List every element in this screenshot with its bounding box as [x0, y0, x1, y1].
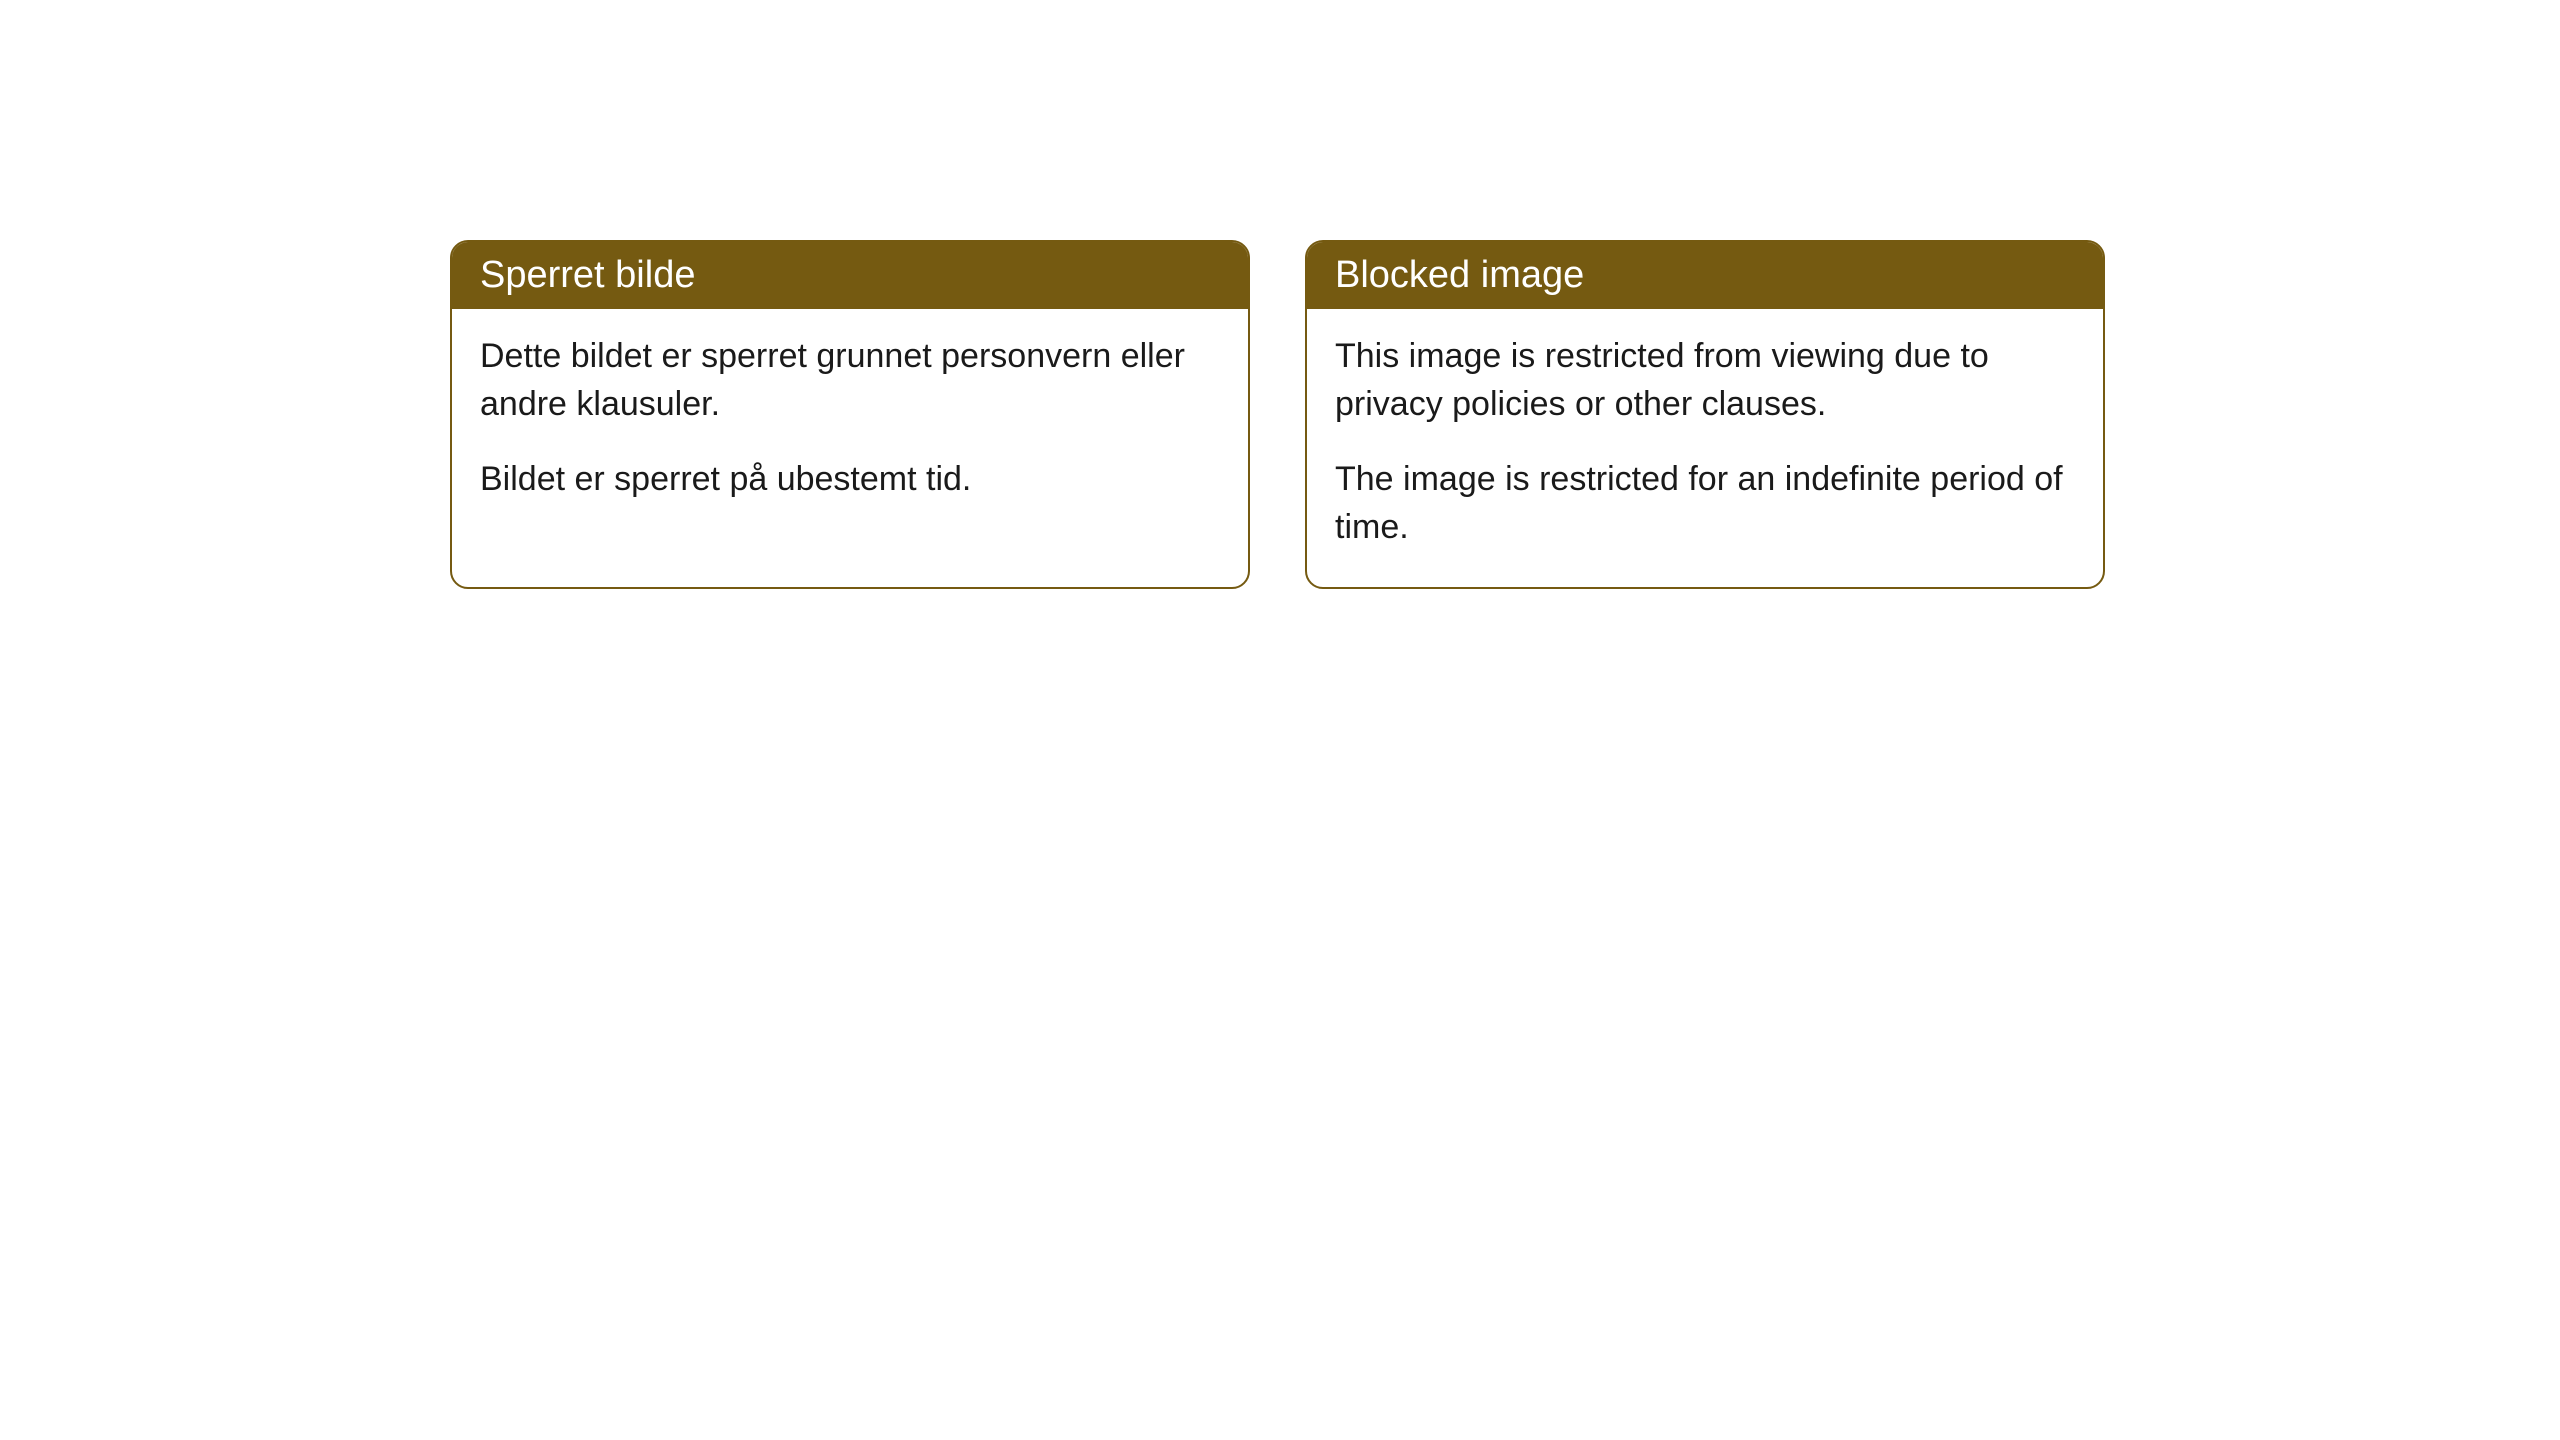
card-text-norwegian-1: Dette bildet er sperret grunnet personve…	[480, 333, 1220, 428]
card-body-norwegian: Dette bildet er sperret grunnet personve…	[452, 309, 1248, 540]
card-body-english: This image is restricted from viewing du…	[1307, 309, 2103, 587]
card-text-english-1: This image is restricted from viewing du…	[1335, 333, 2075, 428]
blocked-image-card-norwegian: Sperret bilde Dette bildet er sperret gr…	[450, 240, 1250, 589]
card-text-norwegian-2: Bildet er sperret på ubestemt tid.	[480, 456, 1220, 504]
card-header-english: Blocked image	[1307, 242, 2103, 309]
card-header-norwegian: Sperret bilde	[452, 242, 1248, 309]
card-text-english-2: The image is restricted for an indefinit…	[1335, 456, 2075, 551]
blocked-image-card-english: Blocked image This image is restricted f…	[1305, 240, 2105, 589]
notice-cards-container: Sperret bilde Dette bildet er sperret gr…	[450, 240, 2560, 589]
